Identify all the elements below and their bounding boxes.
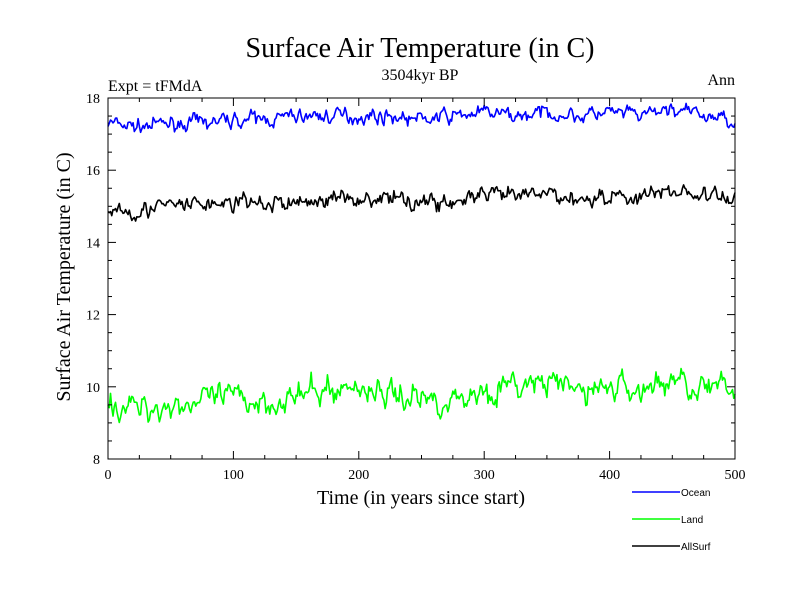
plot-lines <box>107 102 736 424</box>
legend: Ocean Land AllSurf <box>632 488 711 553</box>
y-tick-label: 16 <box>86 164 100 179</box>
axes: 8 10 12 14 16 18 0 100 200 300 400 500 <box>86 92 746 483</box>
x-tick-label: 0 <box>105 468 112 483</box>
legend-label-allsurf: AllSurf <box>681 542 711 553</box>
series-line-ocean <box>107 102 736 134</box>
legend-label-land: Land <box>681 515 703 526</box>
legend-label-ocean: Ocean <box>681 488 710 499</box>
season-label: Ann <box>707 72 735 89</box>
series-line-land <box>107 367 736 424</box>
x-tick-label: 100 <box>223 468 244 483</box>
y-tick-label: 10 <box>86 381 100 396</box>
x-tick-label: 200 <box>348 468 369 483</box>
y-tick-label: 18 <box>86 92 100 107</box>
x-tick-label: 300 <box>474 468 495 483</box>
chart-title: Surface Air Temperature (in C) <box>246 33 595 64</box>
series-line-allsurf <box>107 184 736 222</box>
plot-frame <box>107 97 736 460</box>
y-axis-label: Surface Air Temperature (in C) <box>53 152 75 401</box>
y-tick-label: 12 <box>86 309 100 324</box>
x-tick-label: 400 <box>599 468 620 483</box>
y-tick-label: 8 <box>93 453 100 468</box>
chart-subtitle: 3504kyr BP <box>382 67 459 84</box>
y-tick-label: 14 <box>86 236 100 251</box>
x-tick-label: 500 <box>725 468 746 483</box>
x-axis-label: Time (in years since start) <box>317 487 525 509</box>
expt-label: Expt = tFMdA <box>108 78 203 95</box>
